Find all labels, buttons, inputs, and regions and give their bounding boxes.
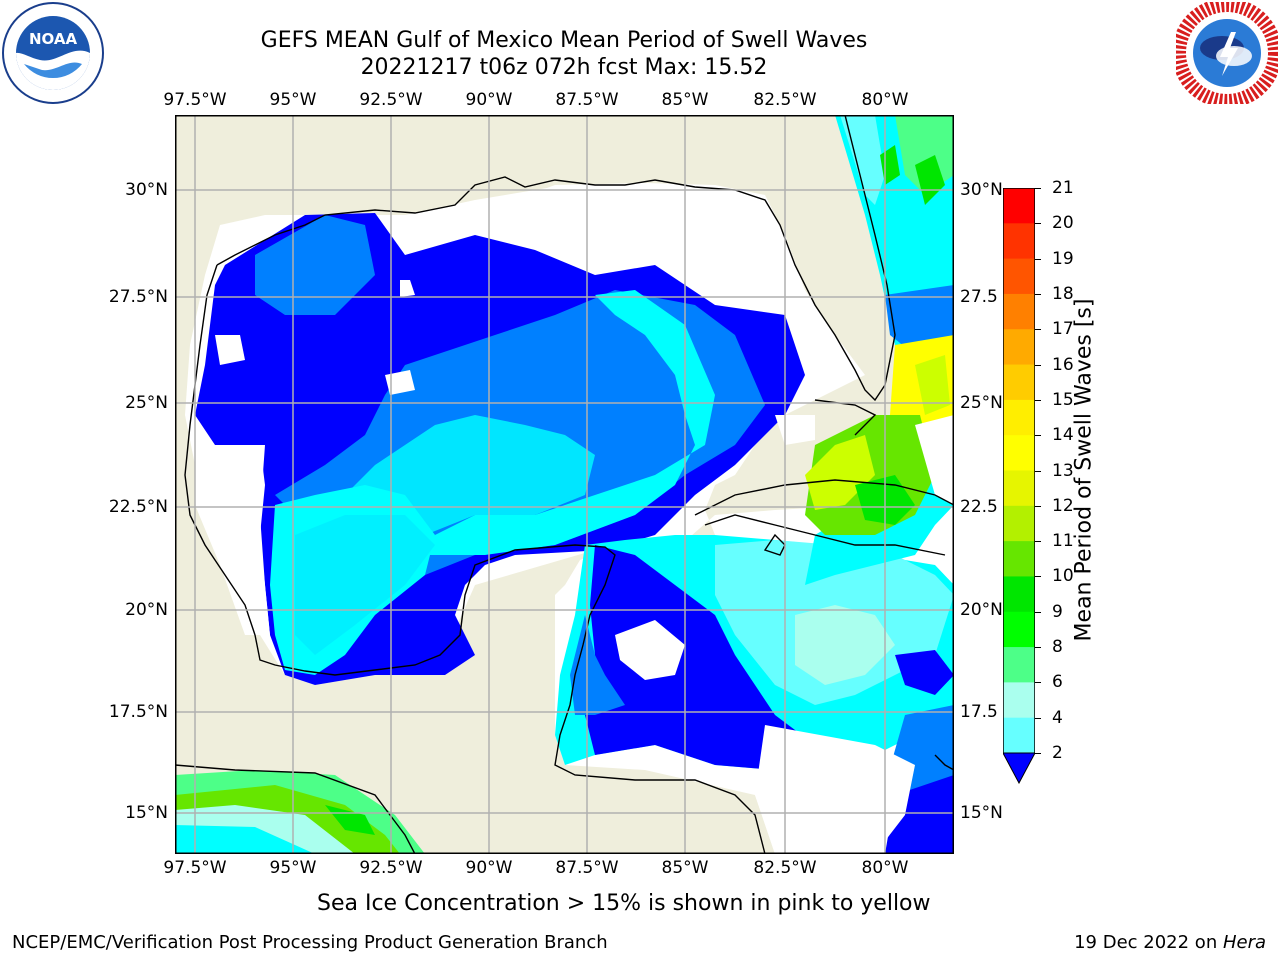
nws-logo: [1172, 0, 1280, 108]
colorbar-tick-mark: [1035, 647, 1041, 649]
colorbar-swatch: [1003, 188, 1035, 224]
map-title: GEFS MEAN Gulf of Mexico Mean Period of …: [260, 28, 868, 53]
colorbar-tick-label: 21: [1052, 178, 1074, 198]
right-lat-label: 30°N: [960, 180, 1003, 200]
colorbar-tick-label: 20: [1052, 213, 1074, 234]
map-panel: [175, 115, 954, 854]
map-subtitle: 20221217 t06z 072h fcst Max: 15.52: [360, 55, 768, 80]
colorbar-tick-mark: [1035, 364, 1041, 366]
colorbar-tick-mark: [1035, 258, 1041, 260]
map-gridlines: [175, 115, 954, 854]
bottom-lon-label: 87.5°W: [555, 858, 619, 878]
colorbar-tick-label: 19: [1052, 248, 1074, 269]
colorbar-swatch: [1003, 435, 1035, 471]
colorbar-swatch: [1003, 505, 1035, 542]
colorbar-tick-mark: [1035, 541, 1041, 543]
colorbar-tick-mark: [1035, 293, 1041, 295]
right-lat-label: 25°N: [960, 393, 1003, 413]
colorbar-tick-label: 9: [1052, 601, 1063, 622]
colorbar-tick-mark: [1035, 399, 1041, 401]
colorbar-tick-mark: [1035, 717, 1041, 719]
colorbar-tick-label: 15: [1052, 389, 1074, 410]
colorbar-tick-label: 12: [1052, 495, 1074, 516]
top-lon-label: 97.5°W: [163, 90, 227, 110]
top-lon-label: 87.5°W: [555, 90, 619, 110]
left-lat-label: 17.5°N: [108, 702, 168, 722]
colorbar-swatches: [1003, 188, 1035, 784]
colorbar-tick-label: 16: [1052, 354, 1074, 375]
colorbar-extend-arrow: [1003, 752, 1035, 784]
colorbar-tick-label: 13: [1052, 460, 1074, 481]
colorbar-swatch: [1003, 717, 1035, 754]
left-lat-label: 22.5°N: [108, 497, 168, 517]
colorbar-tick-label: 4: [1052, 707, 1063, 728]
colorbar-tick-label: 6: [1052, 672, 1063, 693]
colorbar-tick-label: 8: [1052, 637, 1063, 658]
bottom-lon-label: 85°W: [661, 858, 709, 878]
colorbar-tick-label: 11: [1052, 531, 1074, 552]
colorbar-tick-mark: [1035, 753, 1041, 754]
bottom-lon-label: 82.5°W: [753, 858, 817, 878]
top-lon-label: 82.5°W: [753, 90, 817, 110]
right-lat-label: 15°N: [960, 803, 1003, 823]
colorbar-tick-label: 17: [1052, 319, 1074, 340]
top-lon-label: 90°W: [465, 90, 513, 110]
right-lat-label: 17.5: [960, 702, 998, 722]
colorbar-tick-mark: [1035, 435, 1041, 437]
colorbar-tick-mark: [1035, 682, 1041, 684]
colorbar-swatch: [1003, 258, 1035, 295]
colorbar-tick-mark: [1035, 611, 1041, 613]
bottom-lon-label: 80°W: [861, 858, 909, 878]
colorbar-tick-mark: [1035, 223, 1041, 225]
sea-ice-caption: Sea Ice Concentration > 15% is shown in …: [317, 891, 931, 916]
noaa-logo-text: NOAA: [29, 30, 78, 48]
colorbar-tick-label: 2: [1052, 743, 1063, 763]
left-lat-label: 25°N: [125, 393, 168, 413]
left-lat-label: 30°N: [125, 180, 168, 200]
colorbar-swatch: [1003, 576, 1035, 613]
top-lon-label: 80°W: [861, 90, 909, 110]
colorbar-tick-label: 18: [1052, 283, 1074, 304]
top-lon-label: 95°W: [269, 90, 317, 110]
footer-timestamp: 19 Dec 2022 on Hera: [1074, 932, 1266, 954]
right-lat-label: 22.5: [960, 497, 998, 517]
footer-host: Hera: [1222, 932, 1266, 953]
colorbar-swatch: [1003, 470, 1035, 507]
colorbar-swatch: [1003, 329, 1035, 366]
colorbar-tick-label: 14: [1052, 425, 1074, 446]
bottom-lon-label: 90°W: [465, 858, 513, 878]
left-lat-label: 27.5°N: [108, 287, 168, 307]
colorbar-swatch: [1003, 399, 1035, 436]
colorbar-tick-mark: [1035, 188, 1041, 189]
colorbar-label: Mean Period of Swell Waves [s]: [1071, 298, 1097, 642]
right-lat-label: 20°N: [960, 600, 1003, 620]
colorbar-swatch: [1003, 541, 1035, 577]
bottom-lon-label: 97.5°W: [163, 858, 227, 878]
noaa-logo: NOAA: [2, 2, 104, 104]
colorbar-tick-mark: [1035, 470, 1041, 472]
colorbar-tick-mark: [1035, 505, 1041, 507]
colorbar-swatch: [1003, 611, 1035, 648]
colorbar-tick-mark: [1035, 576, 1041, 578]
colorbar-tick-label: 10: [1052, 566, 1074, 587]
bottom-lon-label: 95°W: [269, 858, 317, 878]
colorbar-swatch: [1003, 682, 1035, 719]
colorbar: [1003, 188, 1035, 784]
top-lon-label: 85°W: [661, 90, 709, 110]
colorbar-swatch: [1003, 647, 1035, 683]
top-lon-label: 92.5°W: [359, 90, 423, 110]
right-lat-label: 27.5: [960, 287, 998, 307]
colorbar-swatch: [1003, 293, 1035, 330]
left-lat-label: 20°N: [125, 600, 168, 620]
footer-date: 19 Dec 2022 on: [1074, 932, 1223, 953]
footer-branch: NCEP/EMC/Verification Post Processing Pr…: [12, 932, 608, 953]
colorbar-swatch: [1003, 223, 1035, 260]
colorbar-swatch: [1003, 364, 1035, 401]
colorbar-tick-mark: [1035, 329, 1041, 331]
left-lat-label: 15°N: [125, 803, 168, 823]
bottom-lon-label: 92.5°W: [359, 858, 423, 878]
